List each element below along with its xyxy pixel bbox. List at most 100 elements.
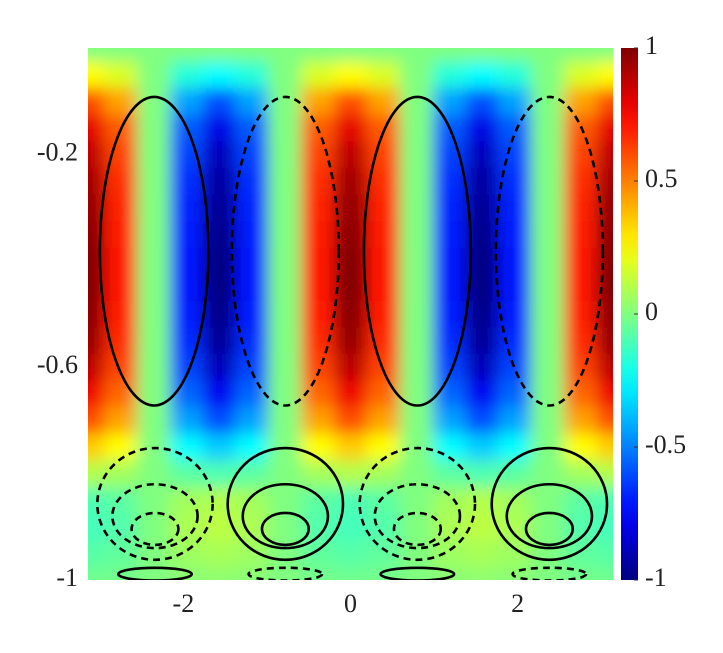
heatmap-cell	[432, 247, 466, 275]
heatmap-cell	[88, 141, 105, 169]
heatmap-cell	[530, 220, 565, 248]
heatmap-cell	[596, 407, 613, 435]
heatmap-cell	[88, 167, 105, 195]
heatmap-cell	[596, 300, 613, 328]
heatmap-cell	[497, 61, 532, 89]
heatmap-cell	[334, 407, 368, 435]
colorbar-tick-label: 1	[645, 31, 658, 60]
heatmap-cell	[399, 194, 434, 222]
heatmap-cell	[530, 460, 565, 488]
heatmap-cell	[104, 194, 138, 222]
heatmap-cell	[170, 194, 204, 222]
contour-line	[241, 482, 330, 550]
heatmap-cell	[268, 327, 302, 355]
contour-line	[362, 95, 473, 407]
contour-line	[379, 566, 456, 580]
heatmap-cell	[334, 353, 368, 381]
heatmap-cell	[104, 486, 138, 514]
heatmap-cell	[301, 220, 335, 248]
heatmap-cell	[235, 247, 269, 275]
heatmap-cell	[170, 247, 204, 275]
heatmap-cell	[432, 300, 466, 328]
heatmap-cell	[497, 353, 532, 381]
heatmap-cell	[366, 61, 401, 89]
heatmap-cell	[530, 300, 565, 328]
heatmap-cell	[235, 486, 269, 514]
y-tick-label: -0.2	[37, 137, 78, 166]
heatmap-cell	[203, 300, 237, 328]
heatmap-cell	[268, 194, 302, 222]
heatmap-cell	[366, 247, 401, 275]
heatmap-cell	[596, 327, 613, 355]
heatmap-cell	[465, 433, 499, 461]
contour-line	[96, 446, 214, 562]
heatmap-cell	[497, 87, 532, 115]
heatmap-cell	[268, 353, 302, 381]
contour-line	[392, 511, 443, 547]
heatmap-cell	[432, 61, 466, 89]
heatmap-cell	[203, 540, 237, 568]
heatmap-cell	[137, 460, 171, 488]
heatmap-cell	[334, 540, 368, 568]
heatmap-cell	[563, 407, 598, 435]
heatmap-cell	[366, 566, 401, 580]
heatmap-cell	[268, 566, 302, 580]
heatmap-cell	[203, 194, 237, 222]
heatmap-cell	[88, 433, 105, 461]
heatmap-cell	[170, 300, 204, 328]
heatmap-cell	[235, 407, 269, 435]
heatmap-cell	[88, 327, 105, 355]
heatmap-cell	[170, 486, 204, 514]
heatmap-cell	[88, 380, 105, 408]
x-tick-label: -2	[173, 589, 195, 618]
heatmap-cell	[432, 407, 466, 435]
heatmap-cell	[137, 247, 171, 275]
heatmap-cell	[530, 141, 565, 169]
colorbar-tick-label: -0.5	[645, 430, 686, 459]
heatmap-cell	[596, 353, 613, 381]
heatmap-cell	[268, 486, 302, 514]
heatmap-cell	[366, 407, 401, 435]
heatmap-cell	[88, 566, 105, 580]
heatmap-cell	[137, 274, 171, 302]
heatmap-cell	[137, 61, 171, 89]
heatmap-cell	[88, 513, 105, 541]
heatmap-cell	[137, 300, 171, 328]
heatmap-cell	[596, 540, 613, 568]
heatmap-cell	[104, 247, 138, 275]
heatmap-cell	[137, 48, 171, 62]
heatmap-cell	[268, 247, 302, 275]
y-tick-label: -1	[56, 563, 78, 592]
contours	[96, 95, 609, 580]
heatmap-cell	[563, 460, 598, 488]
heatmap-cell	[399, 220, 434, 248]
heatmap-cell	[530, 48, 565, 62]
heatmap-cell	[137, 194, 171, 222]
heatmap-cell	[203, 48, 237, 62]
heatmap-cell	[235, 566, 269, 580]
heatmap-cell	[399, 540, 434, 568]
heatmap-cell	[88, 114, 105, 142]
contour-line	[98, 95, 210, 407]
heatmap-cell	[104, 460, 138, 488]
heatmap-cell	[104, 300, 138, 328]
heatmap-cell	[399, 61, 434, 89]
heatmap-cell	[530, 194, 565, 222]
heatmap-cell	[399, 48, 434, 62]
heatmap-cell	[268, 48, 302, 62]
heatmap-cell	[334, 380, 368, 408]
heatmap-cell	[497, 48, 532, 62]
heatmap-cell	[301, 61, 335, 89]
heatmap-cell	[203, 513, 237, 541]
heatmap-cell	[137, 566, 171, 580]
heatmap-cell	[432, 48, 466, 62]
heatmap-cell	[399, 486, 434, 514]
heatmap-cell	[301, 274, 335, 302]
heatmap-cell	[563, 274, 598, 302]
heatmap-cell	[203, 566, 237, 580]
heatmap-cell	[235, 274, 269, 302]
heatmap-cell	[497, 247, 532, 275]
heatmap-cell	[465, 460, 499, 488]
contour-line	[116, 566, 194, 580]
